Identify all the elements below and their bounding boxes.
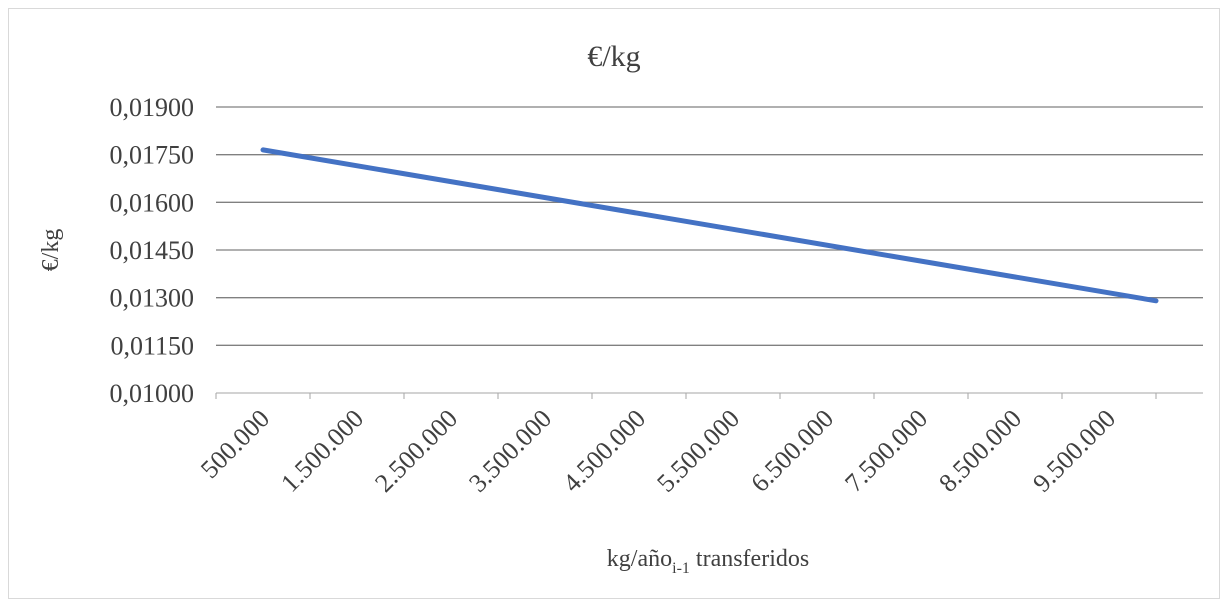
y-tick-label: 0,01900: [110, 93, 195, 122]
chart-title: €/kg: [587, 40, 640, 73]
y-tick-label: 0,01300: [110, 284, 195, 313]
x-tick-label: 500.000: [195, 404, 275, 484]
x-tick-label: 6.500.000: [745, 404, 839, 498]
y-tick-label: 0,01600: [110, 188, 195, 217]
x-axis-label-main: kg/año: [607, 546, 672, 572]
x-axis-label-suffix: transferidos: [690, 546, 809, 572]
x-tick-label: 7.500.000: [839, 404, 933, 498]
y-tick-label: 0,01150: [110, 331, 194, 360]
y-tick-label: 0,01450: [110, 236, 195, 265]
x-tick-label: 9.500.000: [1027, 404, 1121, 498]
y-tick-label: 0,01750: [110, 141, 195, 170]
gridlines: [216, 106, 1203, 346]
y-axis-label: €/kg: [38, 229, 64, 272]
x-tick-label: 3.500.000: [463, 404, 557, 498]
series-layer: [260, 147, 1159, 304]
x-axis: 500.000 1.500.000 2.500.000 3.500.000 4.500.…: [195, 392, 1203, 498]
x-tick-label: 2.500.000: [369, 404, 463, 498]
x-tick-label: 8.500.000: [933, 404, 1027, 498]
y-tick-label: 0,01000: [110, 379, 195, 408]
series-line: [260, 147, 1159, 304]
x-axis-label-subscript: i-1: [672, 560, 690, 577]
y-axis-ticks: 0,01000 0,01150 0,01300 0,01450 0,01600 0,017…: [110, 93, 195, 408]
x-tick-label: 4.500.000: [557, 404, 651, 498]
x-axis-label: kg/añoi-1 transferidos: [607, 546, 809, 577]
x-tick-label: 5.500.000: [651, 404, 745, 498]
x-tick-label: 1.500.000: [275, 404, 369, 498]
